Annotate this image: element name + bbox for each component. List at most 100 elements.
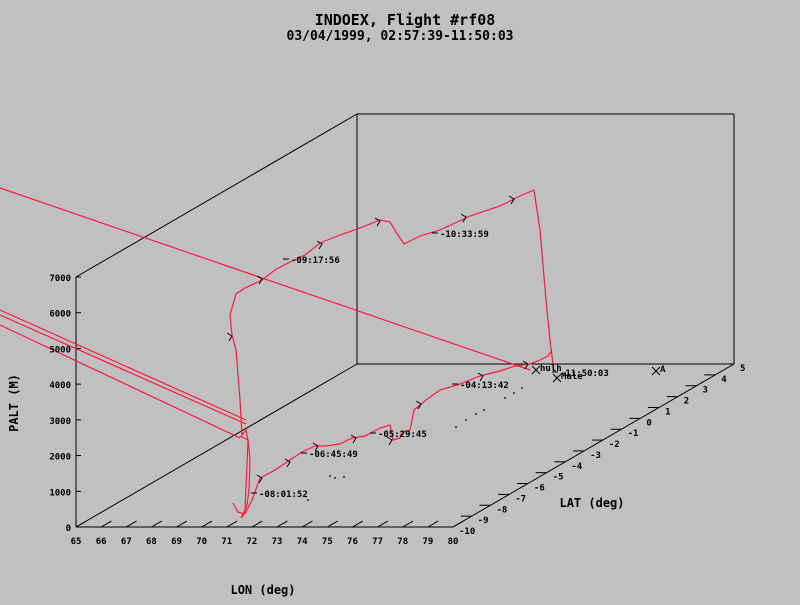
x-tick-label: 67 (121, 537, 132, 547)
direction-arrow (256, 474, 263, 484)
x-tick-mark (100, 520, 112, 528)
x-tick-label: 76 (347, 537, 358, 547)
ground-dot (483, 409, 485, 411)
site-label: Male (561, 372, 583, 382)
z-tick-label: 2000 (49, 453, 71, 463)
x-tick-mark (452, 520, 464, 528)
direction-arrow (226, 332, 233, 342)
ground-track-segment (240, 349, 553, 519)
tick-labels: 65 66 67 68 69 70 71 72 73 74 75 76 77 78 79 80-10-9-8-… (49, 230, 745, 547)
y-tick-label: -1 (628, 429, 639, 439)
x-tick-mark (126, 520, 137, 528)
time-label: -04:13:42 (460, 381, 509, 391)
x-tick-label: 73 (272, 537, 283, 547)
x-tick-label: 79 (422, 537, 433, 547)
x-tick-mark (176, 520, 188, 528)
site-label: hulh (540, 364, 562, 374)
x-tick-mark (226, 520, 238, 528)
x-tick-label: 65 (71, 537, 82, 547)
site-marker (552, 373, 562, 383)
site-marker (531, 365, 541, 375)
time-label: -11:50:03 (560, 369, 609, 379)
y-tick-label: -8 (496, 505, 507, 515)
x-tick-label: 69 (171, 537, 182, 547)
y-tick-label: -2 (609, 440, 620, 450)
z-tick-label: 0 (66, 524, 71, 534)
y-tick-label: -9 (478, 516, 489, 526)
z-tick-label: 7000 (49, 274, 71, 284)
x-tick-label: 74 (297, 537, 308, 547)
descent-segment (232, 435, 251, 515)
top-left-edge (75, 113, 358, 278)
x-tick-mark (327, 520, 338, 528)
time-label: -06:45:49 (309, 450, 358, 460)
z-tick-label: 1000 (49, 488, 71, 498)
x-tick-label: 77 (372, 537, 383, 547)
x-tick-label: 80 (448, 537, 459, 547)
track-ray-upper (0, 187, 531, 371)
time-label: -05:29:45 (378, 430, 427, 440)
y-tick-label: 5 (740, 364, 745, 374)
track-ray-1 (0, 309, 247, 421)
x-tick-mark (251, 520, 263, 528)
x-tick-label: 75 (322, 537, 333, 547)
direction-arrow (477, 372, 484, 382)
x-tick-mark (75, 520, 87, 528)
y-axis-line (452, 363, 735, 528)
direction-arrow (350, 434, 357, 444)
y-tick-label: -10 (459, 527, 475, 537)
ground-dot (343, 476, 345, 478)
x-tick-label: 66 (96, 537, 107, 547)
z-axis-label: PALT (M) (7, 374, 21, 432)
y-axis-label: LAT (deg) (559, 496, 624, 510)
x-tick-mark (201, 520, 213, 528)
direction-arrow (256, 275, 263, 285)
x-tick-label: 68 (146, 537, 157, 547)
ground-dot (307, 499, 309, 501)
direction-arrow (386, 436, 393, 446)
ground-dot (475, 413, 477, 415)
y-tick-label: 0 (646, 418, 651, 428)
direction-arrow (460, 213, 467, 223)
z-tick-label: 4000 (49, 381, 71, 391)
ground-dot (465, 419, 467, 421)
y-tick-label: -3 (590, 451, 601, 461)
x-tick-label: 78 (397, 537, 408, 547)
direction-arrow (284, 458, 291, 468)
altitude-profile-segment (229, 189, 555, 519)
chart-subtitle: 03/04/1999, 02:57:39-11:50:03 (287, 29, 514, 44)
x-tick-mark (301, 520, 313, 528)
direction-arrow (316, 240, 323, 250)
track-ray-3 (0, 324, 241, 439)
time-label: -10:33:59 (440, 230, 489, 240)
chart-title: INDOEX, Flight #rf08 (315, 11, 496, 29)
site-label: A (660, 365, 666, 375)
x-axis-label: LON (deg) (230, 583, 295, 597)
z-tick-label: 6000 (49, 310, 71, 320)
time-label: -08:01:52 (259, 490, 308, 500)
x-tick-mark (276, 520, 288, 528)
y-tick-label: 2 (684, 397, 689, 407)
x-tick-label: 72 (247, 537, 258, 547)
y-tick-label: -6 (534, 484, 545, 494)
y-tick-label: 4 (721, 375, 727, 385)
ground-dot (513, 392, 515, 394)
x-tick-label: 71 (221, 537, 232, 547)
y-tick-label: -5 (553, 473, 564, 483)
axes-box (75, 113, 735, 528)
time-label: -09:17:56 (291, 256, 340, 266)
ground-dot (504, 397, 506, 399)
x-tick-mark (402, 520, 414, 528)
x-tick-mark (151, 520, 162, 528)
direction-arrow (415, 400, 422, 410)
flight-track (0, 187, 555, 519)
y-tick-label: -4 (571, 462, 582, 472)
y-tick-label: -7 (515, 494, 526, 504)
site-marker (651, 366, 661, 376)
z-tick-label: 3000 (49, 417, 71, 427)
x-tick-mark (377, 520, 389, 528)
y-tick-label: 3 (703, 386, 708, 396)
x-tick-mark (352, 520, 364, 528)
